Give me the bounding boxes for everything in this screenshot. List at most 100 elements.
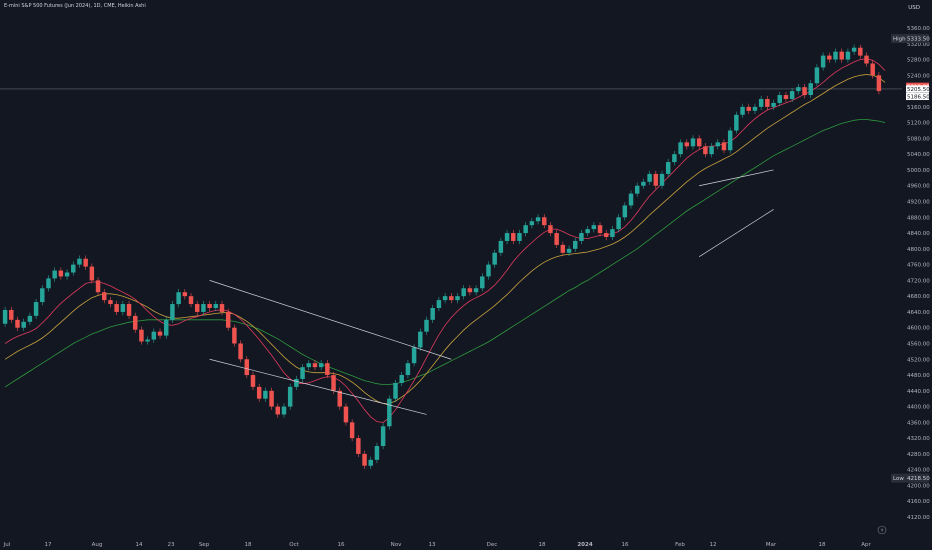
candle bbox=[381, 426, 385, 446]
low-value: 4218.50 bbox=[907, 476, 930, 482]
x-tick-label: Dec bbox=[487, 542, 498, 548]
y-tick-label: 4760.00 bbox=[907, 263, 930, 269]
candle bbox=[784, 95, 788, 99]
candle bbox=[530, 221, 534, 225]
y-tick-label: 5000.00 bbox=[907, 168, 930, 174]
y-tick-label: 5040.00 bbox=[907, 152, 930, 158]
candle bbox=[839, 52, 843, 60]
x-tick-label: 16 bbox=[622, 542, 629, 548]
candle bbox=[641, 182, 645, 186]
candle bbox=[412, 347, 416, 363]
candle bbox=[34, 302, 38, 316]
candle bbox=[245, 359, 249, 375]
candle bbox=[852, 48, 856, 52]
candle bbox=[499, 241, 503, 253]
y-tick-label: 4680.00 bbox=[907, 294, 930, 300]
candle bbox=[183, 292, 187, 296]
candle bbox=[52, 271, 56, 279]
candle bbox=[319, 363, 323, 367]
candle bbox=[65, 273, 69, 277]
high-label: High bbox=[893, 36, 906, 42]
candle bbox=[635, 186, 639, 194]
x-tick-label: Sep bbox=[199, 542, 210, 548]
y-tick-label: 4240.00 bbox=[907, 468, 930, 474]
candle bbox=[71, 265, 75, 273]
x-tick-label: Aug bbox=[92, 542, 103, 548]
x-tick-label: Oct bbox=[289, 542, 299, 548]
x-tick-label: Nov bbox=[391, 542, 402, 548]
candle bbox=[703, 146, 707, 154]
candle bbox=[610, 229, 614, 237]
candle bbox=[536, 217, 540, 221]
candle bbox=[778, 95, 782, 103]
y-tick-label: 5080.00 bbox=[907, 136, 930, 142]
candle bbox=[877, 75, 881, 91]
candle bbox=[83, 259, 87, 267]
candle bbox=[443, 296, 447, 300]
candle bbox=[709, 146, 713, 154]
y-tick-label: 5120.00 bbox=[907, 121, 930, 127]
candle bbox=[542, 217, 546, 225]
candle bbox=[46, 278, 50, 288]
candle bbox=[3, 310, 7, 324]
candle bbox=[647, 174, 651, 182]
candle bbox=[517, 233, 521, 241]
candle bbox=[375, 446, 379, 460]
candle bbox=[592, 225, 596, 229]
y-tick-label: 4800.00 bbox=[907, 247, 930, 253]
candle bbox=[307, 363, 311, 367]
candle bbox=[654, 174, 658, 186]
candle bbox=[759, 99, 763, 107]
candle bbox=[753, 107, 757, 111]
x-tick-label: 18 bbox=[819, 542, 826, 548]
candle bbox=[486, 265, 490, 277]
candle bbox=[90, 267, 94, 281]
candle bbox=[666, 162, 670, 174]
candle bbox=[437, 300, 441, 308]
candle bbox=[59, 271, 63, 277]
candle bbox=[691, 138, 695, 146]
candle bbox=[598, 225, 602, 233]
candle bbox=[449, 296, 453, 300]
candle bbox=[468, 288, 472, 292]
candle bbox=[158, 332, 162, 336]
x-tick-label: 23 bbox=[168, 542, 175, 548]
x-tick-label: 12 bbox=[710, 542, 717, 548]
candle bbox=[164, 320, 168, 336]
trendline bbox=[699, 170, 773, 186]
candle bbox=[697, 138, 701, 146]
candle bbox=[251, 375, 255, 387]
x-tick-label: Mar bbox=[766, 542, 777, 548]
candle bbox=[338, 391, 342, 407]
candle bbox=[815, 67, 819, 83]
y-tick-label: 4280.00 bbox=[907, 452, 930, 458]
x-tick-label: 2024 bbox=[577, 542, 592, 548]
candle bbox=[96, 280, 100, 292]
candle bbox=[226, 312, 230, 328]
candle bbox=[15, 320, 19, 328]
candle bbox=[294, 379, 298, 387]
high-value: 5333.50 bbox=[907, 36, 930, 42]
candle bbox=[548, 225, 552, 233]
candle bbox=[604, 233, 608, 237]
candle bbox=[28, 316, 32, 322]
candle bbox=[369, 460, 373, 466]
candle bbox=[40, 288, 44, 302]
candle bbox=[573, 241, 577, 249]
candle bbox=[747, 107, 751, 111]
candle bbox=[313, 363, 317, 367]
candle bbox=[461, 288, 465, 296]
y-tick-label: 4480.00 bbox=[907, 373, 930, 379]
candle bbox=[511, 233, 515, 241]
candle bbox=[406, 363, 410, 375]
candle bbox=[356, 438, 360, 454]
price-label: 5205.50 bbox=[907, 87, 930, 93]
candle bbox=[288, 387, 292, 407]
candle bbox=[765, 99, 769, 107]
candle bbox=[554, 233, 558, 245]
candle bbox=[189, 296, 193, 304]
candle bbox=[418, 332, 422, 348]
candle bbox=[728, 131, 732, 151]
